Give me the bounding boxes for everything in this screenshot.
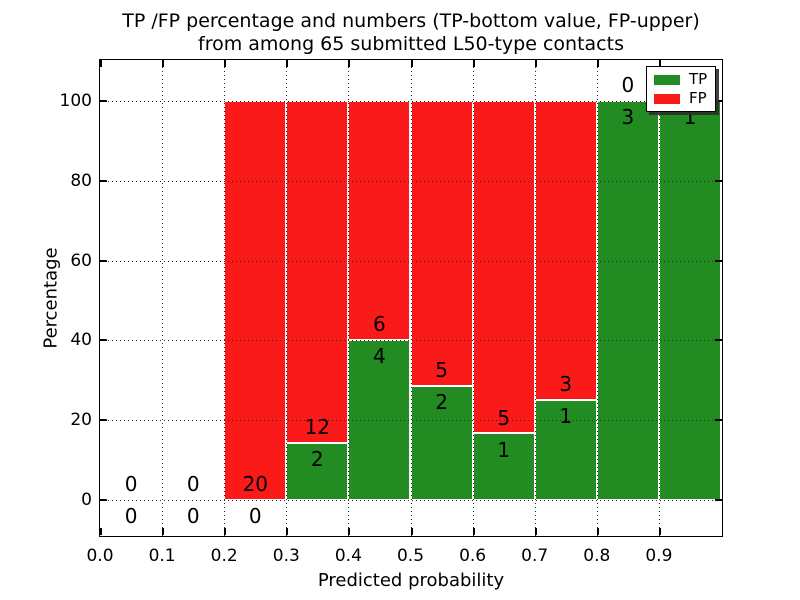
x-tick-label: 0.1 (148, 546, 176, 566)
x-gridline (596, 60, 598, 536)
tp-count-label: 0 (124, 504, 138, 528)
bar-fp (286, 101, 349, 443)
tp-count-label: 4 (373, 344, 386, 369)
x-tick-label: 0.2 (210, 546, 238, 566)
y-tick-mark (715, 339, 722, 342)
legend-label-fp: FP (689, 89, 707, 107)
x-tick-mark (472, 60, 475, 67)
chart-title: TP /FP percentage and numbers (TP-bottom… (89, 10, 733, 56)
x-gridline (658, 60, 660, 536)
plot-area: 0000200122645251310301 (99, 59, 723, 537)
x-tick-mark (472, 528, 475, 535)
fp-count-label: 3 (559, 372, 573, 397)
fp-count-label: 0 (186, 472, 200, 496)
x-gridline (472, 60, 474, 536)
x-gridline (286, 60, 288, 536)
bar-fp (472, 101, 535, 434)
x-tick-mark (286, 60, 289, 67)
x-tick-mark (224, 528, 227, 535)
y-tick-mark (100, 259, 107, 262)
y-tick-mark (715, 419, 722, 422)
x-tick-mark (100, 60, 102, 67)
fp-count-label: 5 (435, 358, 448, 382)
y-tick-mark (715, 100, 722, 102)
bar-tp (472, 433, 535, 500)
x-tick-label: 0.6 (459, 546, 487, 566)
x-tick-mark (410, 60, 413, 67)
x-tick-label: 0.9 (645, 546, 673, 566)
x-tick-mark (162, 528, 165, 535)
y-tick-mark (715, 179, 722, 182)
x-tick-mark (596, 528, 599, 535)
y-tick-mark (715, 259, 722, 262)
tp-count-label: 2 (435, 390, 448, 414)
x-gridline (348, 60, 350, 536)
legend-label-tp: TP (689, 70, 708, 88)
legend: TP FP (646, 66, 716, 112)
y-tick-mark (100, 499, 107, 501)
x-tick-mark (348, 528, 351, 535)
y-tick-mark (100, 419, 107, 422)
fp-count-label: 0 (124, 472, 138, 496)
x-tick-mark (224, 60, 227, 67)
x-gridline (162, 60, 164, 536)
tp-count-label: 0 (248, 504, 262, 528)
x-tick-mark (534, 528, 537, 535)
x-tick-label: 0.3 (272, 546, 300, 566)
y-tick-mark (100, 339, 107, 342)
x-tick-label: 0.0 (86, 546, 114, 566)
x-tick-mark (658, 60, 661, 67)
x-tick-mark (162, 60, 165, 67)
x-tick-mark (596, 60, 599, 67)
x-tick-mark (286, 528, 289, 535)
x-tick-mark (410, 528, 413, 535)
y-tick-label: 80 (70, 170, 92, 191)
tp-count-label: 0 (186, 504, 200, 528)
x-tick-mark (100, 528, 102, 535)
x-tick-mark (534, 60, 537, 67)
y-tick-label: 40 (70, 330, 92, 351)
bar-fp (224, 101, 287, 500)
legend-swatch-fp-icon (654, 93, 680, 104)
y-tick-mark (100, 179, 107, 182)
tp-count-label: 2 (310, 447, 324, 471)
x-gridline (410, 60, 412, 536)
fp-count-label: 5 (497, 405, 511, 430)
y-tick-label: 100 (59, 91, 92, 111)
x-tick-label: 0.7 (521, 546, 549, 566)
tp-count-label: 3 (621, 105, 635, 129)
y-tick-label: 60 (70, 250, 92, 271)
x-tick-mark (658, 528, 661, 535)
bar-fp (348, 101, 411, 341)
x-tick-label: 0.5 (396, 546, 425, 566)
legend-swatch-tp-icon (654, 74, 680, 85)
legend-item-fp: FP (654, 89, 708, 107)
fp-count-label: 0 (621, 73, 635, 97)
fp-count-label: 12 (304, 415, 331, 439)
x-tick-mark (348, 60, 351, 67)
y-tick-mark (715, 499, 722, 501)
bar-tp (596, 101, 659, 500)
x-gridline (534, 60, 536, 536)
y-tick-mark (100, 100, 107, 102)
bar-tp (658, 101, 721, 500)
chart-title-line2: from among 65 submitted L50-type contact… (198, 33, 624, 55)
x-gridline (224, 60, 226, 536)
fp-count-label: 6 (373, 312, 386, 337)
x-tick-label: 0.4 (334, 546, 362, 566)
tp-count-label: 1 (497, 437, 511, 462)
bar-fp (410, 101, 473, 386)
bar-fp (534, 101, 597, 401)
x-axis-label: Predicted probability (317, 570, 505, 591)
legend-item-tp: TP (654, 70, 708, 88)
fp-count-label: 20 (242, 472, 269, 496)
y-tick-label: 0 (81, 490, 92, 510)
chart-title-line1: TP /FP percentage and numbers (TP-bottom… (122, 10, 700, 32)
bar-tp (286, 442, 349, 500)
y-tick-label: 20 (70, 410, 92, 431)
x-tick-label: 0.8 (583, 546, 611, 566)
tp-count-label: 1 (559, 404, 573, 429)
